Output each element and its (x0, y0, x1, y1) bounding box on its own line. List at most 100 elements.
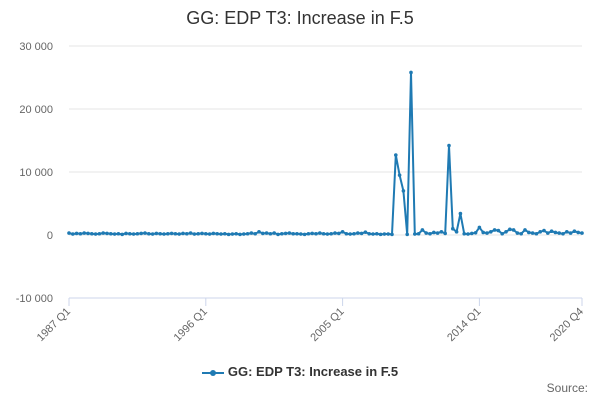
data-point[interactable] (207, 232, 212, 236)
data-point[interactable] (451, 226, 455, 231)
data-point[interactable] (135, 231, 140, 236)
data-point[interactable] (261, 231, 265, 236)
data-point[interactable] (234, 231, 238, 236)
data-point[interactable] (120, 232, 124, 237)
data-point[interactable] (314, 231, 318, 236)
data-point[interactable] (371, 232, 375, 236)
data-point[interactable] (329, 231, 334, 236)
data-point[interactable] (283, 231, 288, 236)
data-point[interactable] (230, 232, 235, 236)
data-point[interactable] (131, 232, 136, 236)
data-point[interactable] (78, 231, 83, 236)
data-point[interactable] (344, 231, 349, 236)
data-point[interactable] (280, 231, 284, 236)
data-point[interactable] (215, 231, 219, 236)
data-point[interactable] (352, 231, 356, 236)
data-point[interactable] (71, 232, 75, 236)
data-point[interactable] (378, 232, 383, 237)
data-point[interactable] (508, 227, 512, 232)
data-point[interactable] (162, 232, 166, 236)
data-point[interactable] (67, 231, 71, 235)
data-point[interactable] (489, 230, 493, 234)
data-point[interactable] (242, 232, 246, 236)
data-point[interactable] (116, 231, 121, 236)
data-point[interactable] (470, 231, 474, 236)
data-point[interactable] (238, 232, 242, 237)
data-point[interactable] (549, 229, 554, 234)
data-point[interactable] (416, 231, 421, 236)
data-point[interactable] (82, 231, 86, 235)
data-point[interactable] (481, 230, 486, 235)
data-point[interactable] (359, 231, 364, 236)
data-point[interactable] (515, 231, 520, 235)
data-point[interactable] (356, 231, 360, 235)
data-point[interactable] (74, 231, 79, 236)
data-point[interactable] (105, 231, 109, 236)
data-point[interactable] (185, 231, 189, 236)
data-point[interactable] (276, 232, 280, 237)
data-point[interactable] (454, 230, 459, 234)
data-point[interactable] (428, 231, 432, 236)
data-point[interactable] (390, 232, 394, 237)
data-point[interactable] (473, 230, 478, 235)
data-point[interactable] (546, 231, 550, 235)
data-point[interactable] (401, 189, 406, 193)
data-point[interactable] (124, 231, 128, 236)
data-point[interactable] (245, 231, 250, 236)
data-point[interactable] (561, 231, 565, 236)
data-point[interactable] (306, 231, 311, 236)
data-point[interactable] (97, 231, 102, 236)
data-point[interactable] (318, 231, 322, 235)
data-point[interactable] (405, 232, 410, 237)
data-point[interactable] (432, 230, 436, 235)
data-point[interactable] (268, 231, 273, 236)
data-point[interactable] (462, 231, 467, 236)
data-point[interactable] (511, 228, 516, 232)
data-point[interactable] (177, 232, 181, 236)
data-point[interactable] (542, 228, 546, 233)
data-point[interactable] (443, 231, 448, 236)
data-point[interactable] (337, 231, 341, 236)
data-point[interactable] (386, 232, 391, 236)
data-point[interactable] (101, 231, 105, 235)
data-point[interactable] (291, 231, 296, 236)
data-point[interactable] (112, 232, 117, 236)
data-point[interactable] (363, 230, 368, 234)
legend[interactable]: GG: EDP T3: Increase in F.5 (0, 364, 600, 379)
data-point[interactable] (310, 231, 315, 236)
data-point[interactable] (325, 232, 330, 236)
data-point[interactable] (572, 229, 577, 234)
data-point[interactable] (200, 231, 204, 236)
data-point[interactable] (340, 230, 345, 234)
data-point[interactable] (226, 232, 231, 237)
data-point[interactable] (147, 231, 151, 236)
data-point[interactable] (394, 153, 398, 157)
data-point[interactable] (188, 231, 193, 235)
data-point[interactable] (257, 230, 261, 234)
data-point[interactable] (86, 231, 90, 236)
data-point[interactable] (424, 231, 429, 235)
data-point[interactable] (580, 231, 584, 235)
data-point[interactable] (169, 231, 174, 236)
data-point[interactable] (557, 231, 561, 235)
data-point[interactable] (367, 231, 372, 236)
data-point[interactable] (287, 231, 292, 235)
data-point[interactable] (150, 232, 155, 236)
data-point[interactable] (90, 231, 94, 236)
data-point[interactable] (530, 231, 535, 235)
data-point[interactable] (204, 231, 208, 236)
data-point[interactable] (219, 232, 223, 236)
data-point[interactable] (496, 228, 501, 233)
data-point[interactable] (409, 70, 413, 75)
data-point[interactable] (519, 231, 523, 236)
data-point[interactable] (333, 231, 337, 235)
data-point[interactable] (485, 231, 489, 235)
data-point[interactable] (181, 231, 185, 236)
data-point[interactable] (128, 231, 132, 236)
data-point[interactable] (466, 232, 470, 236)
data-point[interactable] (143, 231, 147, 235)
data-point[interactable] (348, 232, 353, 236)
data-point[interactable] (576, 230, 580, 235)
data-point[interactable] (439, 230, 444, 234)
data-point[interactable] (196, 231, 200, 236)
